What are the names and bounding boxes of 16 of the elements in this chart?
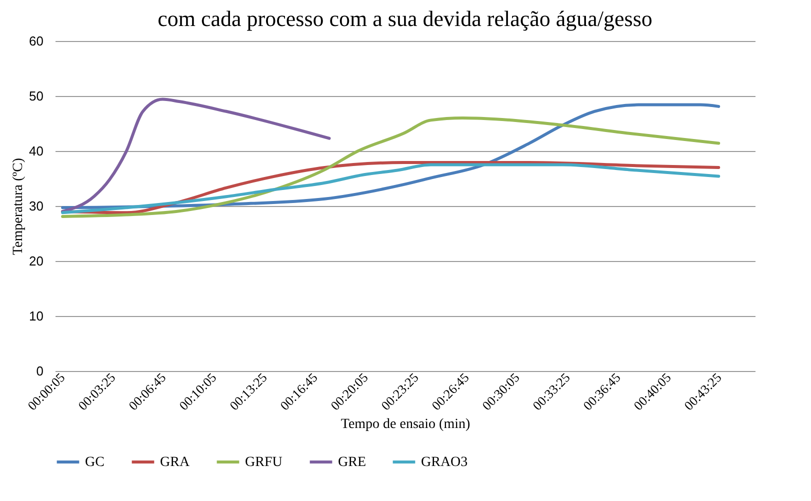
legend-label: GRE [338, 455, 366, 470]
line-series [61, 116, 720, 218]
y-tick-label: 20 [29, 254, 44, 268]
y-tick-label: 50 [29, 88, 44, 104]
legend-label: GRA [160, 455, 190, 470]
y-axis-title: Temperatura (ºC) [11, 158, 26, 256]
y-tick-label: 30 [29, 198, 44, 214]
legend-label: GRAO3 [421, 455, 468, 470]
y-tick-label: 10 [29, 308, 44, 324]
legend-label: GC [85, 455, 104, 470]
y-tick-label: 40 [29, 144, 44, 158]
y-tick-label: 60 [29, 34, 44, 48]
chart-title: com cada processo com a sua devida relação água/gesso [158, 6, 652, 31]
legend-label: GRFU [245, 455, 282, 470]
x-axis-title: Tempo de ensaio (min) [340, 417, 470, 432]
line-series [61, 98, 331, 213]
